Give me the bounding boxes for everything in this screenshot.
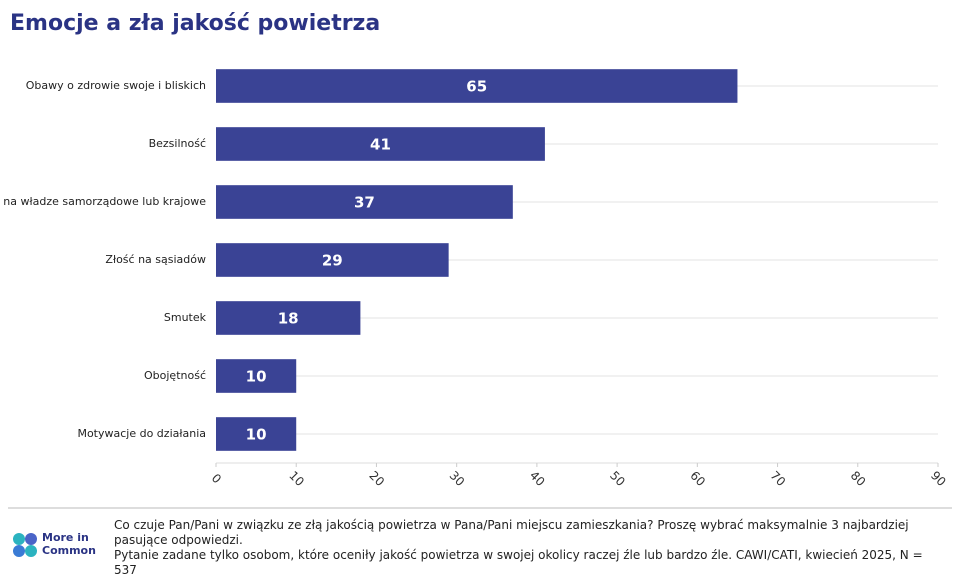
value-label: 29 bbox=[322, 252, 343, 270]
logo: More in Common bbox=[13, 531, 96, 557]
logo-icon bbox=[13, 545, 25, 557]
note: Co czuje Pan/Pani w związku ze złą jakoś… bbox=[114, 518, 909, 547]
x-tick-label: 60 bbox=[687, 468, 708, 489]
y-tick-label: Smutek bbox=[164, 311, 207, 324]
bar bbox=[216, 359, 297, 393]
note: Pytanie zadane tylko osobom, które oceni… bbox=[114, 548, 923, 577]
logo-icon bbox=[25, 545, 37, 557]
value-label: 10 bbox=[246, 368, 267, 386]
x-tick-label: 90 bbox=[928, 468, 949, 489]
value-label: 10 bbox=[246, 426, 267, 444]
bar bbox=[216, 127, 545, 161]
x-tick-label: 0 bbox=[209, 471, 224, 486]
y-tick-label: Obawy o zdrowie swoje i bliskich bbox=[26, 79, 206, 92]
y-tick-label: Bezsilność bbox=[149, 137, 206, 150]
y-tick-label: Złość na władze samorządowe lub krajowe bbox=[0, 195, 206, 208]
bar bbox=[216, 185, 513, 219]
y-tick-label: Obojętność bbox=[144, 369, 206, 382]
bar bbox=[216, 417, 297, 451]
value-label: 18 bbox=[278, 310, 299, 328]
logo-icon bbox=[13, 533, 25, 545]
value-label: 41 bbox=[370, 136, 391, 154]
x-tick-label: 10 bbox=[286, 468, 307, 489]
x-tick-label: 30 bbox=[447, 468, 468, 489]
notes: Co czuje Pan/Pani w związku ze złą jakoś… bbox=[114, 518, 944, 578]
bar bbox=[216, 301, 361, 335]
y-tick-label: Złość na sąsiadów bbox=[105, 253, 206, 266]
bar bbox=[216, 69, 738, 103]
value-label: 37 bbox=[354, 194, 375, 212]
y-tick-label: Motywacje do działania bbox=[77, 427, 206, 440]
x-tick-label: 70 bbox=[768, 468, 789, 489]
logo-text: Common bbox=[42, 544, 96, 557]
value-label: 65 bbox=[466, 78, 487, 96]
logo-icon bbox=[25, 533, 37, 545]
x-tick-label: 80 bbox=[848, 468, 869, 489]
x-tick-label: 20 bbox=[366, 468, 387, 489]
bar bbox=[216, 243, 449, 277]
logo-text: More in bbox=[42, 531, 89, 544]
x-tick-label: 50 bbox=[607, 468, 628, 489]
chart-title: Emocje a zła jakość powietrza bbox=[10, 11, 380, 36]
chart: Emocje a zła jakość powietrza 0 10 20 30 40 5… bbox=[0, 11, 952, 509]
x-tick-label: 40 bbox=[527, 468, 548, 489]
